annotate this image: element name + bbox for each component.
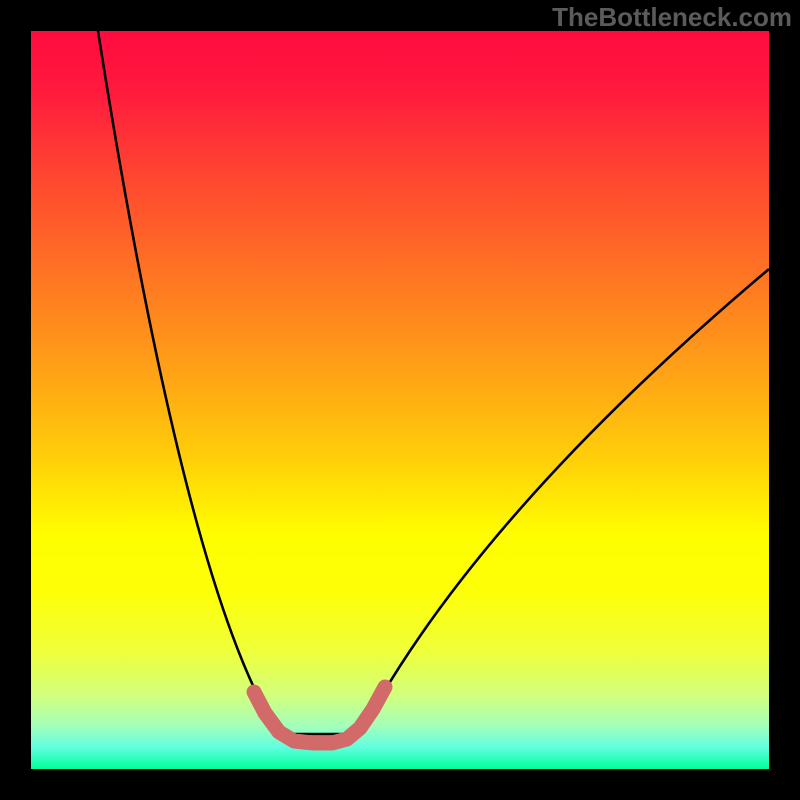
watermark-text: TheBottleneck.com bbox=[552, 2, 792, 33]
bottleneck-curve bbox=[98, 31, 769, 734]
curve-layer bbox=[31, 31, 769, 769]
plot-area bbox=[31, 31, 769, 769]
chart-stage: TheBottleneck.com bbox=[0, 0, 800, 800]
